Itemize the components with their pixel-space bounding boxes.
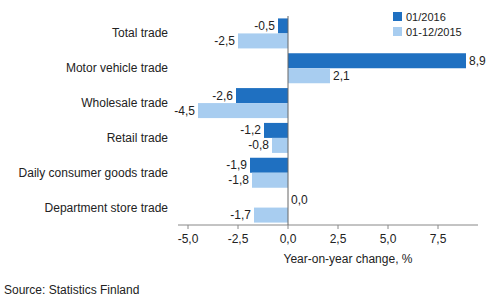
bar xyxy=(272,138,288,153)
legend-swatch xyxy=(393,12,402,21)
category-label: Wholesale trade xyxy=(81,96,168,110)
tick xyxy=(288,225,289,229)
category-label: Daily consumer goods trade xyxy=(19,166,169,180)
legend-label: 01/2016 xyxy=(406,11,446,23)
x-axis xyxy=(178,225,478,226)
legend-swatch xyxy=(393,27,402,36)
data-label: -2,6 xyxy=(212,89,233,103)
tick xyxy=(188,225,189,229)
tick xyxy=(338,225,339,229)
labels: Total trade -0,5 -2,5 Motor vehicle trade 8,… xyxy=(19,19,486,222)
tick-label: -5,0 xyxy=(178,232,199,246)
bar xyxy=(250,158,288,173)
axis-title: Year-on-year change, % xyxy=(284,252,413,266)
bar xyxy=(238,33,288,48)
tick-label: 7,5 xyxy=(430,232,447,246)
annotation: Source: Statistics Finland xyxy=(4,283,139,297)
bar xyxy=(198,103,288,118)
category-label: Department store trade xyxy=(45,201,169,215)
bar xyxy=(288,68,330,83)
data-label: 0,0 xyxy=(291,193,308,207)
tick xyxy=(438,225,439,229)
bar xyxy=(288,53,466,68)
bars xyxy=(198,18,466,222)
bar xyxy=(264,123,288,138)
tick xyxy=(388,225,389,229)
data-label: -1,2 xyxy=(240,123,261,137)
data-label: -1,9 xyxy=(226,158,247,172)
tick-label: 5,0 xyxy=(380,232,397,246)
category-label: Retail trade xyxy=(107,131,169,145)
bar xyxy=(278,18,288,33)
data-label: 8,9 xyxy=(469,54,486,68)
tick-label: 0,0 xyxy=(280,232,297,246)
bar xyxy=(236,88,288,103)
chart: -5,0 -2,5 0,0 2,5 5,0 7,5 Total trade -0,5 -2,5 M… xyxy=(0,0,493,304)
data-label: -1,7 xyxy=(230,208,251,222)
category-label: Motor vehicle trade xyxy=(66,61,168,75)
bar xyxy=(252,173,288,188)
data-label: -4,5 xyxy=(174,104,195,118)
tick-label: 2,5 xyxy=(330,232,347,246)
tick xyxy=(238,225,239,229)
data-label: -0,8 xyxy=(248,138,269,152)
data-label: -0,5 xyxy=(254,19,275,33)
legend-label: 01-12/2015 xyxy=(406,26,462,38)
zero-line xyxy=(288,16,289,225)
data-label: -2,5 xyxy=(214,34,235,48)
data-label: -1,8 xyxy=(228,173,249,187)
data-label: 2,1 xyxy=(333,69,350,83)
category-label: Total trade xyxy=(112,26,168,40)
tick-label: -2,5 xyxy=(228,232,249,246)
bar xyxy=(254,208,288,223)
